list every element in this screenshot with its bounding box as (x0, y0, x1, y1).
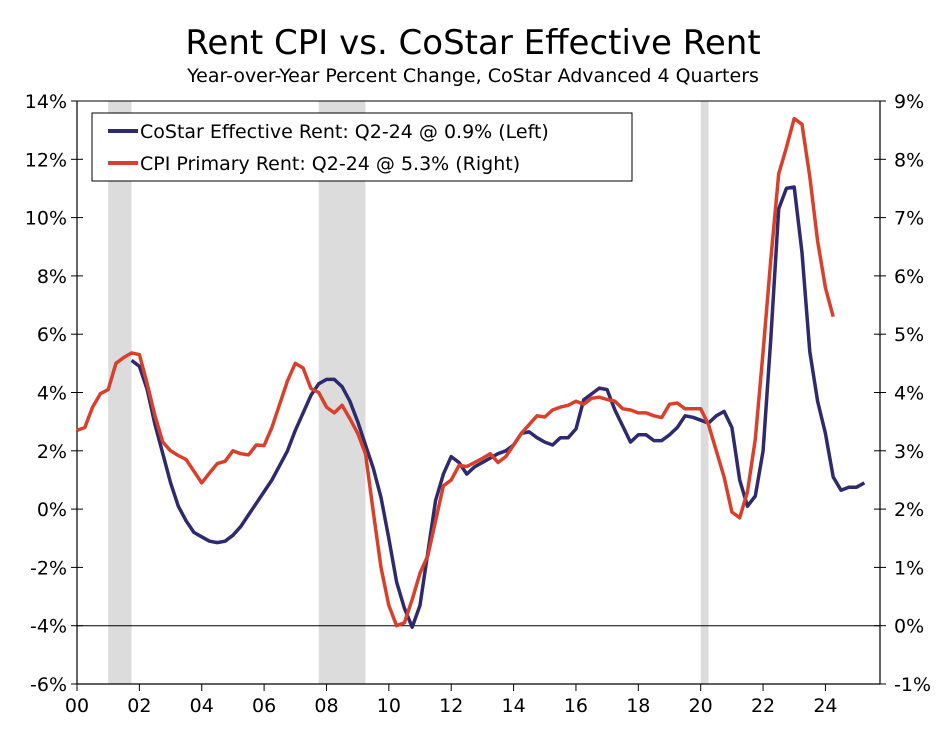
x-axis-tick-label: 14 (501, 695, 525, 717)
right-axis-tick-label: 3% (894, 441, 924, 463)
left-axis-tick-label: 2% (37, 441, 67, 463)
x-axis-tick-label: 06 (252, 695, 276, 717)
right-axis-tick-label: -1% (894, 674, 931, 696)
right-axis-tick-label: 2% (894, 499, 924, 521)
recession-band (108, 101, 132, 684)
right-axis-tick-label: 0% (894, 616, 924, 638)
x-axis-tick-label: 16 (564, 695, 588, 717)
right-axis-tick-label: 8% (894, 149, 924, 171)
right-axis-tick-label: 5% (894, 324, 924, 346)
series-lines (76, 116, 866, 629)
x-axis-tick-label: 04 (190, 695, 214, 717)
x-axis-tick-label: 08 (314, 695, 338, 717)
left-axis-tick-label: -4% (30, 616, 67, 638)
left-axis-tick-label: 4% (37, 383, 67, 405)
left-axis-tick-label: 0% (37, 499, 67, 521)
costar-effective-rent-line (130, 185, 866, 629)
left-axis-tick-label: 6% (37, 324, 67, 346)
x-axis-tick-label: 20 (689, 695, 713, 717)
right-axis-tick-label: 6% (894, 266, 924, 288)
left-axis-tick-label: 8% (37, 266, 67, 288)
recession-band (700, 101, 709, 684)
legend-box (91, 112, 633, 182)
x-axis-tick-label: 12 (439, 695, 463, 717)
recession-band (318, 101, 366, 684)
chart-title: Rent CPI vs. CoStar Effective Rent (185, 23, 760, 63)
x-axis-tick-label: 18 (626, 695, 650, 717)
left-axis-tick-label: 10% (25, 208, 67, 230)
x-axis-tick-label: 10 (377, 695, 401, 717)
left-axis-tick-label: 14% (25, 91, 67, 113)
legend-label-cpi: CPI Primary Rent: Q2-24 @ 5.3% (Right) (140, 153, 520, 175)
x-axis-tick-label: 02 (127, 695, 151, 717)
x-axis-tick-label: 22 (751, 695, 775, 717)
left-axis-tick-label: -2% (30, 557, 67, 579)
x-axis-tick-label: 24 (813, 695, 837, 717)
legend-label-costar: CoStar Effective Rent: Q2-24 @ 0.9% (Lef… (140, 121, 549, 143)
right-axis-tick-label: 9% (894, 91, 924, 113)
left-axis-tick-label: -6% (30, 674, 67, 696)
legend: CoStar Effective Rent: Q2-24 @ 0.9% (Lef… (91, 112, 633, 182)
right-axis-tick-label: 7% (894, 208, 924, 230)
left-axis-tick-label: 12% (25, 149, 67, 171)
right-axis-tick-label: 1% (894, 557, 924, 579)
chart-subtitle: Year-over-Year Percent Change, CoStar Ad… (186, 65, 759, 87)
right-axis-tick-label: 4% (894, 383, 924, 405)
cpi-primary-rent-line (76, 116, 835, 628)
recession-bands (108, 101, 709, 684)
x-axis-tick-label: 00 (65, 695, 89, 717)
axes: -6% -4% -2% 0% 2% 4% 6% 8% 10% 12% 14% -1% 0% 1% 2% 3% 4… (25, 91, 931, 717)
